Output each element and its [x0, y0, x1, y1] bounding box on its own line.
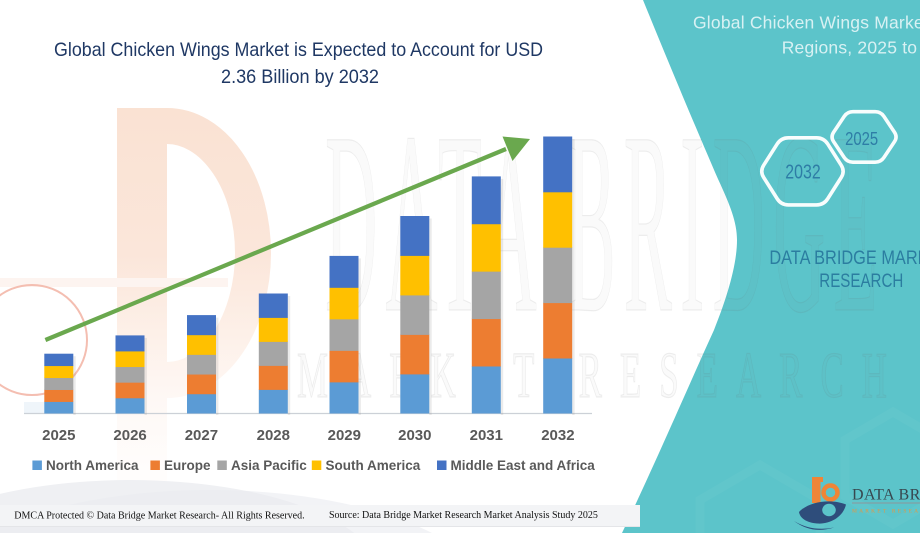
svg-text:MARKET RESEARCH: MARKET RESEARCH	[852, 509, 920, 515]
svg-text:2.36 Billion by 2032: 2.36 Billion by 2032	[221, 66, 379, 88]
svg-text:DATA BRIDGE: DATA BRIDGE	[852, 487, 920, 504]
svg-text:2027: 2027	[185, 427, 218, 444]
svg-text:2028: 2028	[257, 427, 290, 444]
svg-text:North America: North America	[46, 458, 139, 473]
svg-text:DMCA Protected © Data Bridge M: DMCA Protected © Data Bridge Market Rese…	[14, 511, 304, 522]
svg-text:Asia Pacific: Asia Pacific	[231, 458, 307, 473]
svg-text:MARKET RESEARCH: MARKET RESEARCH	[297, 339, 905, 412]
svg-text:Middle East and Africa: Middle East and Africa	[451, 458, 596, 473]
svg-text:2025: 2025	[42, 427, 75, 444]
svg-text:RESEARCH: RESEARCH	[819, 271, 903, 292]
svg-text:Regions, 2025 to 2032: Regions, 2025 to 2032	[782, 38, 920, 58]
svg-text:2026: 2026	[113, 427, 146, 444]
svg-text:Source: Data Bridge Market Res: Source: Data Bridge Market Research Mark…	[329, 510, 598, 521]
svg-text:South America: South America	[326, 458, 421, 473]
svg-text:2030: 2030	[398, 427, 431, 444]
svg-text:DATA BRIDGE MARKET: DATA BRIDGE MARKET	[769, 248, 920, 269]
svg-text:2031: 2031	[470, 427, 503, 444]
svg-text:Global Chicken Wings Market, B: Global Chicken Wings Market, By	[693, 13, 920, 33]
svg-text:2025: 2025	[845, 128, 878, 149]
svg-text:Europe: Europe	[164, 458, 211, 473]
svg-text:2029: 2029	[328, 427, 361, 444]
svg-text:2032: 2032	[541, 427, 574, 444]
svg-text:2032: 2032	[785, 162, 820, 184]
svg-text:Global Chicken Wings Market is: Global Chicken Wings Market is Expected …	[54, 39, 543, 61]
